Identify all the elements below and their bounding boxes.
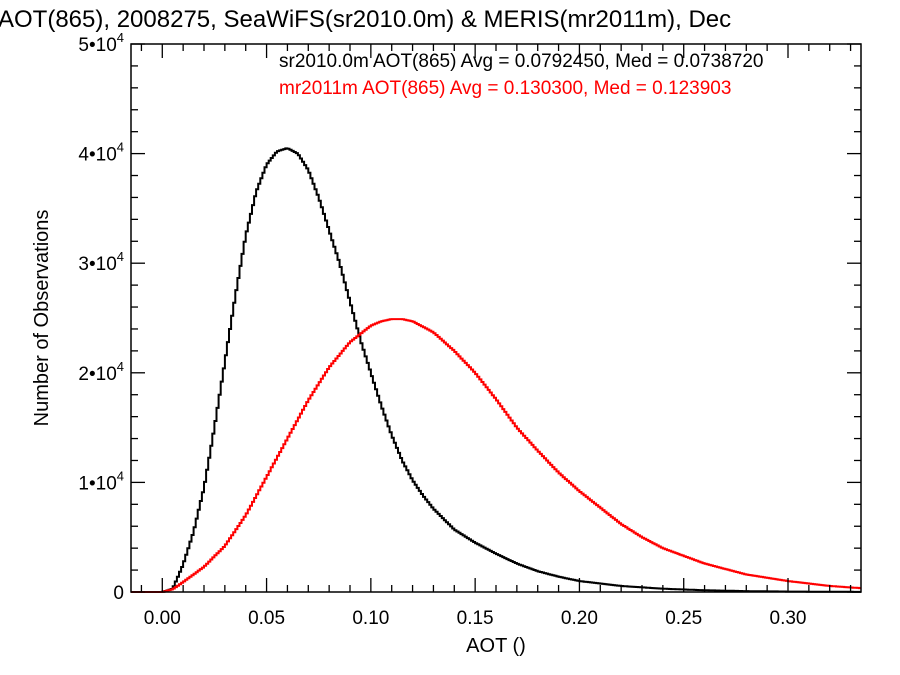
y-tick-label: 4•104	[78, 140, 124, 166]
legend-entry-mr2011m: mr2011m AOT(865) Avg = 0.130300, Med = 0…	[279, 78, 731, 99]
x-tick-label: 0.30	[770, 608, 807, 629]
y-tick-mantissa: 5•10	[78, 35, 116, 56]
x-tick-label: 0.25	[665, 608, 702, 629]
y-tick-exponent: 4	[117, 30, 124, 45]
y-tick-label: 1•104	[78, 468, 124, 494]
legend-entry-sr2010: sr2010.0m AOT(865) Avg = 0.0792450, Med …	[279, 51, 764, 72]
y-tick-mantissa: 2•10	[78, 364, 116, 385]
x-tick-label: 0.20	[561, 608, 598, 629]
series-line-0	[131, 147, 861, 593]
x-tick-labels: 0.00 0.05 0.10 0.15 0.20 0.25 0.30	[144, 608, 807, 629]
y-tick-label: 2•104	[78, 359, 124, 385]
y-tick-exponent: 4	[117, 359, 124, 374]
y-tick-exponent: 4	[117, 468, 124, 483]
chart-title: AOT(865), 2008275, SeaWiFS(sr2010.0m) & …	[0, 6, 731, 33]
series-curves	[131, 147, 861, 593]
x-tick-label: 0.10	[352, 608, 389, 629]
x-tick-label: 0.05	[248, 608, 285, 629]
y-tick-label: 0	[113, 583, 124, 604]
y-tick-exponent: 4	[117, 140, 124, 155]
x-tick-label: 0.00	[144, 608, 181, 629]
y-tick-mantissa: 4•10	[78, 145, 116, 166]
y-tick-mantissa: 0	[113, 583, 124, 604]
y-axis-label: Number of Observations	[31, 210, 53, 427]
y-tick-mantissa: 1•10	[78, 473, 116, 494]
axis-ticks	[131, 43, 861, 593]
y-tick-label: 5•104	[78, 30, 124, 56]
x-tick-label: 0.15	[457, 608, 494, 629]
x-axis-label: AOT ()	[466, 635, 526, 657]
plot-frame	[130, 43, 862, 593]
y-tick-mantissa: 3•10	[78, 254, 116, 275]
y-tick-label: 3•104	[78, 249, 124, 275]
y-tick-exponent: 4	[117, 249, 124, 264]
series-line-1	[131, 318, 861, 593]
